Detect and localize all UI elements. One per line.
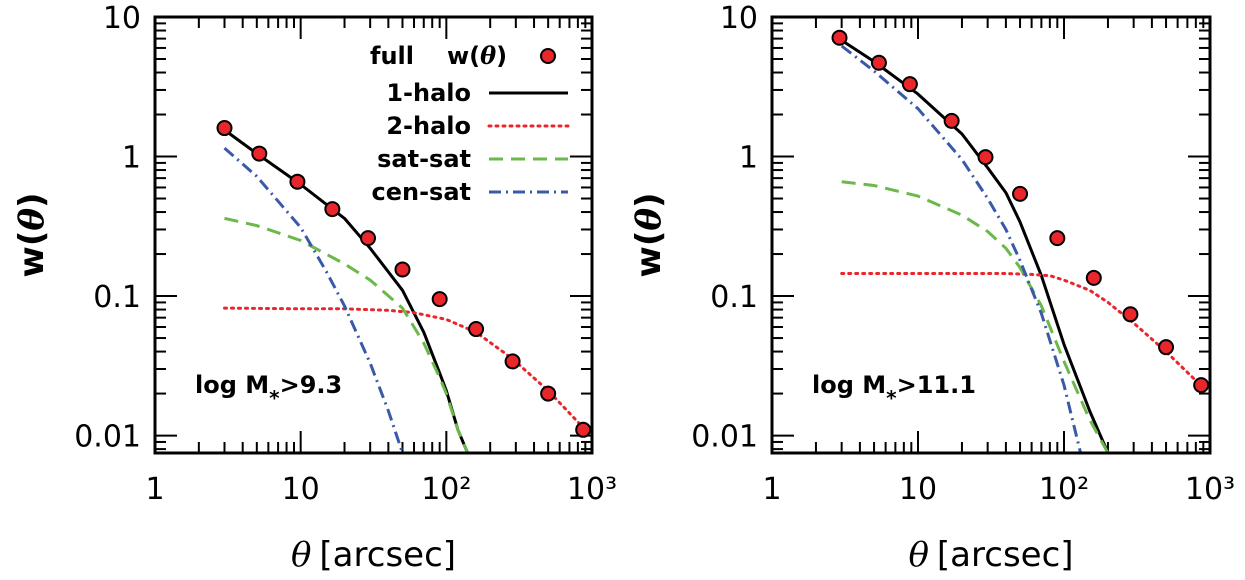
y-tick-label: 10: [720, 1, 758, 36]
data-point: [540, 385, 557, 402]
data-point: [1158, 339, 1175, 356]
axis-ticks: [772, 17, 1210, 453]
legend-entry-label: cen-sat: [371, 178, 471, 206]
series-line-sat-sat: [841, 180, 1110, 453]
series-line-2-halo: [223, 306, 587, 432]
y-tick-label: 1: [739, 141, 758, 176]
data-point: [216, 120, 233, 137]
data-point: [1012, 185, 1029, 202]
y-tick-label: 0.01: [74, 420, 141, 455]
x-axis-label: θ [arcsec]: [291, 535, 456, 575]
data-point: [901, 76, 918, 93]
x-tick-label: 10: [899, 472, 937, 507]
plot-frame: [153, 15, 594, 455]
series-line-cen-sat: [840, 44, 1083, 453]
y-tick-label: 10: [103, 1, 141, 36]
plot-frame: [770, 15, 1212, 455]
data-point: [1193, 377, 1210, 394]
x-tick-label: 10³: [567, 472, 617, 507]
mass-threshold-label: log M*>11.1: [812, 371, 976, 410]
x-axis-label: θ [arcsec]: [908, 535, 1073, 575]
x-tick-label: 1: [145, 472, 164, 507]
legend-entry-label: sat-sat: [377, 145, 471, 173]
series-line-2-halo: [840, 272, 1205, 390]
data-point: [943, 112, 960, 129]
series-line-sat-sat: [224, 216, 469, 453]
data-point: [1085, 269, 1102, 286]
data-point: [431, 291, 448, 308]
data-point: [575, 421, 592, 438]
data-point: [977, 149, 994, 166]
data-point: [289, 173, 306, 190]
legend-points-symbol-label: w(θ): [447, 41, 507, 70]
data-point: [1122, 306, 1139, 323]
data-point: [324, 201, 341, 218]
y-tick-label: 0.01: [691, 420, 758, 455]
series-line-cen-sat: [223, 146, 404, 453]
data-points: [216, 120, 592, 438]
chart-panel-left: 1 10 10² 10³ 10 1 0.1 0.01 θ [arcsec] w(θ) log M*>9…: [12, 1, 617, 575]
legend-entry-label: 2-halo: [386, 112, 471, 140]
x-tick-label: 1: [762, 472, 781, 507]
legend-points-label: full: [370, 42, 414, 70]
y-tick-label: 0.1: [93, 280, 141, 315]
data-point: [251, 145, 268, 162]
y-tick-label: 1: [122, 141, 141, 176]
data-point: [504, 353, 521, 370]
axis-ticks: [155, 17, 592, 453]
y-axis-label: w(θ): [12, 192, 52, 277]
data-point: [1049, 230, 1066, 247]
series-lines: [223, 128, 587, 453]
data-point: [468, 321, 485, 338]
data-point: [870, 54, 887, 71]
chart-panel-right: 1 10 10² 10³ 10 1 0.1 0.01 θ [arcsec] w(θ) log M*>1…: [629, 1, 1235, 575]
legend: full w(θ) 1-halo 2-halo sat-sat cen-sat: [370, 41, 570, 206]
legend-marker: [540, 48, 556, 64]
legend-entry-label: 1-halo: [386, 79, 471, 107]
x-tick-label: 10²: [1039, 472, 1089, 507]
data-points: [831, 29, 1210, 394]
x-tick-label: 10²: [421, 472, 471, 507]
data-point: [360, 230, 377, 247]
y-tick-label: 0.1: [710, 280, 758, 315]
data-point: [394, 261, 411, 278]
x-tick-label: 10: [282, 472, 320, 507]
data-point: [831, 29, 848, 46]
mass-threshold-label: log M*>9.3: [195, 371, 342, 410]
x-tick-label: 10³: [1185, 472, 1235, 507]
y-axis-label: w(θ): [629, 192, 669, 277]
